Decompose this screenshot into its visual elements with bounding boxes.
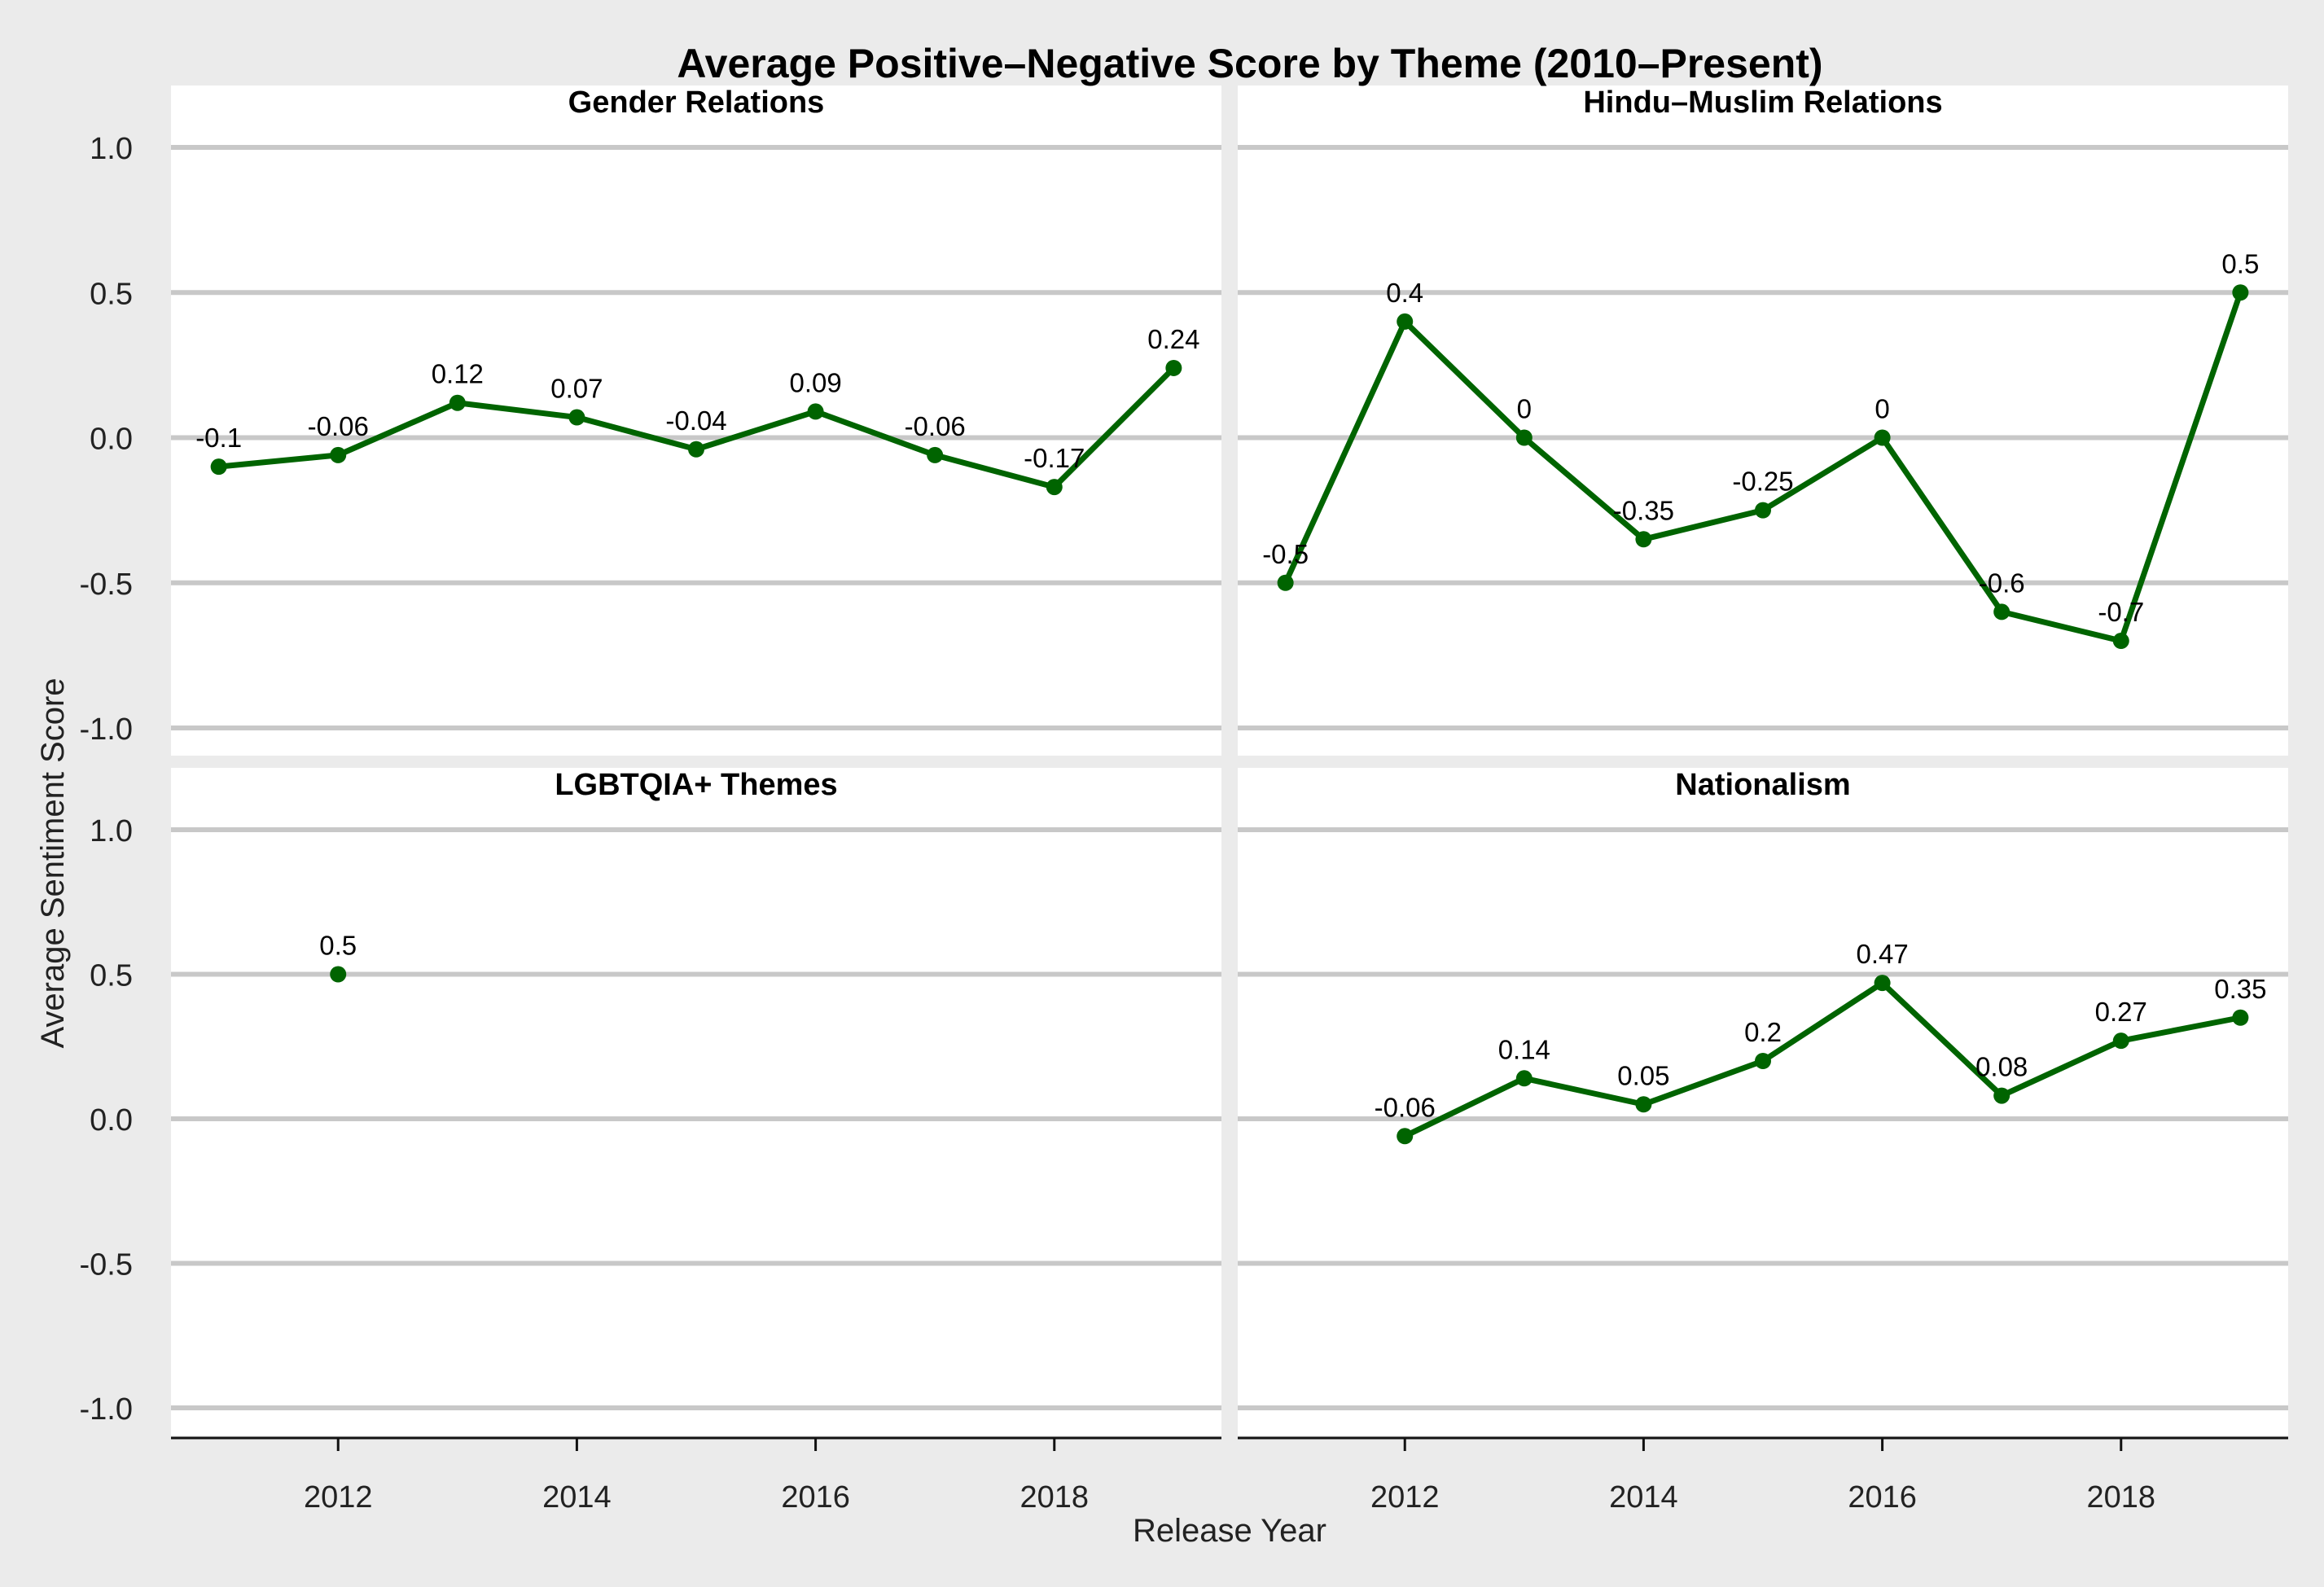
data-label: 0.5 xyxy=(2221,248,2259,278)
panel-lgbtqia-themes: LGBTQIA+ Themes 0.5 xyxy=(171,768,1221,1436)
data-point xyxy=(1515,429,1533,446)
data-label: -0.06 xyxy=(1375,1092,1436,1122)
data-label: 0.24 xyxy=(1147,324,1199,354)
panel-title: LGBTQIA+ Themes xyxy=(555,768,837,802)
data-label: 0.27 xyxy=(2095,997,2147,1027)
panel-background xyxy=(1238,85,2288,756)
x-tick-label: 2014 xyxy=(1609,1480,1678,1515)
x-tick-label: 2016 xyxy=(781,1480,850,1515)
data-label: 0.12 xyxy=(432,359,484,389)
data-point xyxy=(330,966,347,983)
data-label: -0.6 xyxy=(1979,568,2025,598)
axes: -1.0 -0.5 0.0 0.5 1.0 -1.0 -0.5 0.0 0.5 1.0 2012 20… xyxy=(80,132,2288,1515)
x-tick-label: 2012 xyxy=(304,1480,373,1515)
data-point xyxy=(1755,502,1771,519)
data-point xyxy=(1635,531,1652,548)
panel-title: Hindu–Muslim Relations xyxy=(1583,85,1942,120)
panel-nationalism: Nationalism -0.06 0.14 0.05 0.2 0.47 0.08 0.27 0… xyxy=(1238,768,2288,1436)
data-label: 0.09 xyxy=(789,367,841,397)
data-point xyxy=(1165,359,1182,376)
y-tick-label: 0.5 xyxy=(90,959,133,993)
data-label: 0.2 xyxy=(1744,1017,1782,1047)
y-axis-label: Average Sentiment Score xyxy=(35,677,71,1048)
data-label: -0.17 xyxy=(1024,443,1085,473)
data-label: -0.04 xyxy=(665,406,726,436)
x-tick-label: 2014 xyxy=(542,1480,612,1515)
data-label: 0.07 xyxy=(550,374,603,404)
data-point xyxy=(1755,1053,1771,1069)
panel-background xyxy=(171,85,1221,756)
data-point xyxy=(2112,633,2129,650)
data-point xyxy=(2232,1009,2249,1026)
data-label: -0.06 xyxy=(308,411,369,441)
data-label: 0.4 xyxy=(1386,278,1423,308)
data-label: 0 xyxy=(1875,394,1889,424)
data-label: -0.35 xyxy=(1613,495,1674,525)
x-tick-label: 2016 xyxy=(1848,1480,1917,1515)
y-tick-label: -1.0 xyxy=(80,1392,133,1427)
y-tick-label: -1.0 xyxy=(80,712,133,747)
panel-hindu-muslim-relations: Hindu–Muslim Relations -0.5 0.4 0 -0.35 -0.25… xyxy=(1238,85,2288,756)
data-point xyxy=(1874,975,1891,992)
chart-title: Average Positive–Negative Score by Theme… xyxy=(677,41,1822,86)
data-point xyxy=(2112,1032,2129,1050)
y-tick-label: 0.0 xyxy=(90,1103,133,1138)
y-tick-label: 0.5 xyxy=(90,277,133,311)
data-point xyxy=(330,446,347,463)
y-tick-label: 1.0 xyxy=(90,814,133,848)
data-label: 0.08 xyxy=(1975,1052,2028,1082)
data-label: -0.1 xyxy=(195,423,242,453)
data-label: 0.05 xyxy=(1617,1060,1669,1090)
y-tick-label: 1.0 xyxy=(90,132,133,166)
data-point xyxy=(1515,1070,1533,1087)
data-point xyxy=(1046,479,1063,496)
data-point xyxy=(807,403,824,420)
data-point xyxy=(1993,603,2010,620)
y-tick-label: -0.5 xyxy=(80,1248,133,1282)
x-axis-label: Release Year xyxy=(1133,1513,1326,1549)
y-tick-label: 0.0 xyxy=(90,423,133,457)
panel-background xyxy=(1238,768,2288,1436)
series-line xyxy=(1403,980,2242,1139)
data-label: 0.14 xyxy=(1498,1034,1550,1064)
data-label: -0.5 xyxy=(1262,539,1309,569)
data-point xyxy=(927,446,944,463)
data-point xyxy=(1277,574,1294,591)
data-point xyxy=(688,441,704,458)
facet-panels: Gender Relations -0.1 -0.06 0.12 0.07 -0.04 0.… xyxy=(171,85,2288,1436)
data-label: 0.47 xyxy=(1856,939,1908,969)
data-point xyxy=(449,394,466,411)
data-point xyxy=(1993,1087,2010,1104)
data-point xyxy=(1635,1096,1652,1113)
panel-title: Nationalism xyxy=(1675,768,1850,802)
y-tick-label: -0.5 xyxy=(80,568,133,602)
data-label: 0.5 xyxy=(319,931,357,961)
panel-title: Gender Relations xyxy=(568,85,825,120)
data-label: 0 xyxy=(1517,394,1532,424)
panel-background xyxy=(171,768,1221,1436)
x-tick-label: 2018 xyxy=(2086,1480,2155,1515)
data-label: 0.35 xyxy=(2214,974,2266,1004)
x-tick-label: 2012 xyxy=(1370,1480,1440,1515)
data-label: -0.7 xyxy=(2098,597,2144,627)
data-point xyxy=(1397,1128,1414,1145)
data-label: -0.25 xyxy=(1732,467,1793,497)
data-point xyxy=(2232,284,2249,301)
data-label: -0.06 xyxy=(905,411,966,441)
data-point xyxy=(1874,429,1891,446)
data-point xyxy=(210,458,227,476)
data-point xyxy=(568,409,585,426)
x-tick-label: 2018 xyxy=(1019,1480,1089,1515)
data-point xyxy=(1397,313,1414,330)
panel-gender-relations: Gender Relations -0.1 -0.06 0.12 0.07 -0.04 0.… xyxy=(171,85,1221,756)
